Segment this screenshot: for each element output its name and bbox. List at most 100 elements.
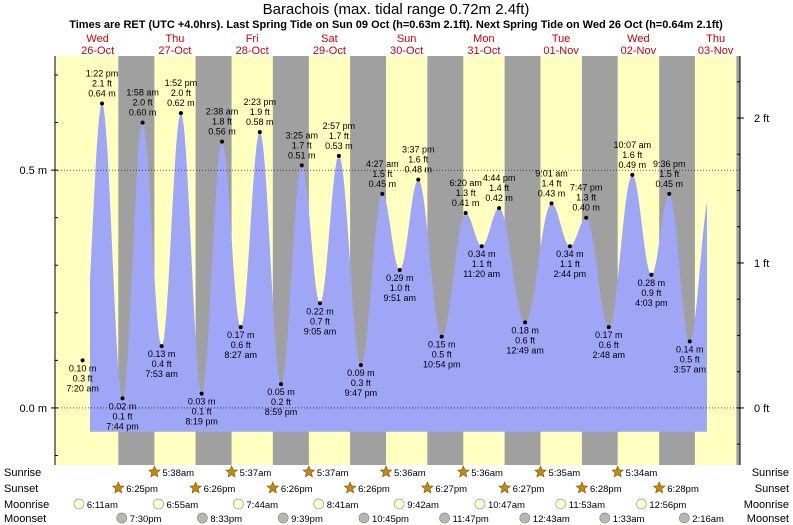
extreme-height-ft: 0.7 ft (310, 316, 331, 326)
extreme-height-ft: 0.6 ft (231, 340, 252, 350)
moonset-icon (439, 512, 450, 524)
extreme-height-ft: 2.1 ft (92, 79, 113, 89)
sunset-time: 6:26pm (204, 484, 236, 495)
extreme-height-ft: 1.3 ft (576, 193, 597, 203)
extreme-height-ft: 0.6 ft (515, 335, 536, 345)
moonrise-icon (393, 498, 405, 510)
day-label-name: Thu (706, 33, 725, 45)
extreme-point (497, 206, 502, 211)
day-label-date: 02-Nov (621, 45, 657, 57)
moonset-row-label-right: Moonset (747, 513, 789, 525)
extreme-height-ft: 1.4 ft (542, 178, 563, 188)
extreme-time: 1:22 pm (86, 69, 119, 79)
extreme-height-m: 0.58 m (246, 117, 274, 127)
extreme-time: 11:20 am (463, 269, 500, 279)
tide-area (90, 103, 707, 432)
extreme-time: 2:48 am (592, 350, 625, 360)
moonset-time: 12:43am (533, 514, 570, 525)
sunrise-icon (456, 465, 470, 478)
extreme-height-m: 0.34 m (468, 249, 496, 259)
day-label-name: Mon (473, 33, 494, 45)
extreme-time: 9:36 pm (653, 159, 686, 169)
extreme-point (630, 172, 635, 177)
sunset-icon (652, 481, 666, 494)
day-label-name: Wed (627, 33, 649, 45)
moonset-time: 10:45pm (372, 514, 409, 525)
sunset-time: 6:27pm (513, 484, 545, 495)
sunset-row-label-left: Sunset (4, 483, 38, 495)
moonset-icon (678, 512, 690, 524)
gridlines (55, 169, 740, 409)
extreme-point (667, 191, 672, 196)
extreme-time: 4:03 pm (635, 298, 668, 308)
moonset-time: 9:39pm (291, 514, 323, 525)
extreme-point (159, 344, 164, 349)
extreme-point (439, 334, 444, 339)
extreme-point (358, 363, 363, 368)
extreme-time: 9:05 am (304, 326, 337, 336)
extreme-time: 6:20 am (449, 178, 482, 188)
extreme-time: 3:37 pm (402, 145, 435, 155)
moonrise-time: 7:44am (246, 500, 278, 511)
extreme-height-m: 0.60 m (129, 108, 157, 118)
extreme-point (567, 244, 572, 249)
sunrise-time: 5:34am (626, 468, 658, 479)
sunset-icon (189, 481, 203, 494)
extreme-height-m: 0.45 m (369, 179, 397, 189)
extreme-point (257, 130, 262, 135)
extreme-height-m: 0.41 m (452, 198, 480, 208)
extreme-height-m: 0.02 m (109, 401, 137, 411)
extreme-height-m: 0.56 m (208, 127, 236, 137)
extreme-point (299, 163, 304, 168)
extreme-point (463, 210, 468, 215)
extreme-time: 2:44 pm (554, 269, 587, 279)
extreme-height-ft: 1.7 ft (292, 140, 313, 150)
extreme-height-m: 0.13 m (148, 349, 176, 359)
night-band (736, 56, 740, 465)
sunrise-time: 5:37am (240, 468, 272, 479)
extreme-height-m: 0.09 m (347, 368, 375, 378)
moonrise-icon (555, 498, 567, 510)
extreme-time: 4:44 pm (483, 173, 516, 183)
moonrise-icon (474, 498, 486, 510)
extreme-height-ft: 0.9 ft (641, 288, 662, 298)
extreme-time: 7:20 am (66, 383, 99, 393)
extreme-time: 10:07 am (614, 140, 652, 150)
extreme-height-m: 0.48 m (405, 165, 433, 175)
extreme-time: 1:58 am (126, 88, 159, 98)
extreme-time: 9:01 am (535, 168, 568, 178)
extreme-height-ft: 1.5 ft (372, 169, 393, 179)
day-label-name: Sun (397, 33, 417, 45)
extreme-height-m: 0.22 m (306, 306, 334, 316)
extreme-height-m: 0.18 m (511, 325, 539, 335)
moonrise-icon (636, 498, 647, 510)
extreme-height-ft: 0.1 ft (192, 407, 213, 417)
moonrise-icon (153, 498, 164, 510)
day-label-name: Sat (321, 33, 338, 45)
extreme-height-m: 0.40 m (572, 203, 600, 213)
extreme-time: 7:53 am (145, 369, 178, 379)
extreme-point (140, 120, 145, 125)
extreme-time: 2:57 pm (323, 121, 356, 131)
extreme-time: 8:27 am (224, 350, 257, 360)
moonrise-time: 10:47am (488, 500, 525, 511)
extreme-height-m: 0.10 m (69, 363, 97, 373)
moonrise-row-label-right: Moonrise (744, 499, 789, 511)
extreme-time: 2:38 am (206, 107, 239, 117)
moonrise-time: 6:11am (87, 500, 118, 511)
extreme-height-m: 0.43 m (538, 188, 566, 198)
extreme-height-ft: 0.4 ft (152, 359, 173, 369)
tide-extreme-labels: 0.10 m0.3 ft7:20 am1:22 pm2.1 ft0.64 m0.… (66, 69, 706, 432)
extreme-point (219, 139, 224, 144)
extreme-height-m: 0.29 m (386, 273, 414, 283)
sun-moon-rows: Sunrise Sunrise Sunset Sunset Moonrise Moonri… (4, 465, 789, 525)
moonset-time: 1:33am (613, 514, 645, 525)
extreme-height-m: 0.17 m (595, 330, 623, 340)
day-label-date: 29-Oct (313, 45, 346, 57)
sunset-icon (343, 481, 357, 494)
sunset-icon (420, 481, 434, 494)
extreme-height-m: 0.62 m (167, 98, 195, 108)
extreme-height-m: 0.03 m (188, 397, 216, 407)
extreme-point (584, 215, 589, 220)
extreme-point (120, 396, 125, 401)
